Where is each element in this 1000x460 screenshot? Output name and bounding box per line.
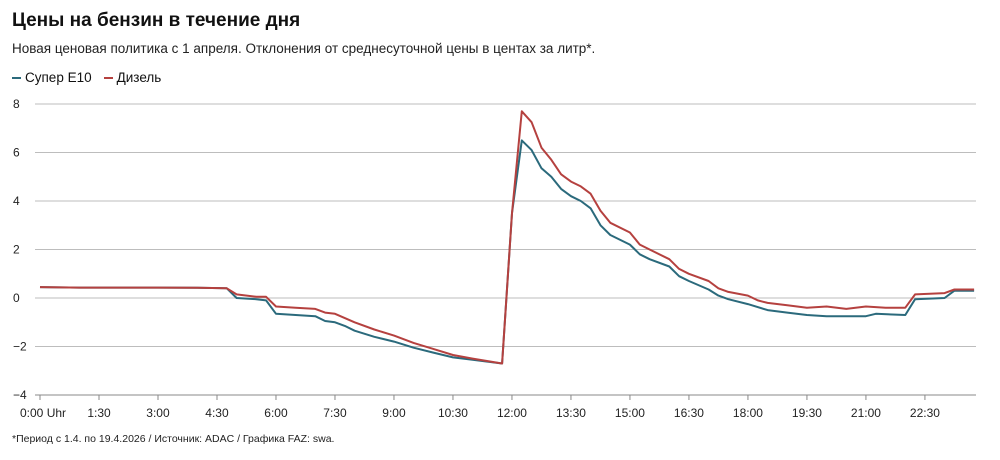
x-tick-label: 21:00 <box>851 406 881 420</box>
legend-label: Супер E10 <box>25 70 92 85</box>
x-tick-label: 0:00 Uhr <box>20 406 66 420</box>
y-tick-label: 4 <box>13 194 20 208</box>
x-tick-label: 16:30 <box>674 406 704 420</box>
x-tick-label: 6:00 <box>264 406 288 420</box>
series-line-diesel <box>39 110 975 365</box>
chart-subtitle: Новая ценовая политика с 1 апреля. Откло… <box>12 41 596 56</box>
y-tick-label: −4 <box>13 388 27 402</box>
legend-item-super: Супер E10 <box>12 70 92 85</box>
x-tick-label: 9:00 <box>382 406 406 420</box>
y-tick-label: −2 <box>13 340 27 354</box>
legend: Супер E10 Дизель <box>12 70 161 85</box>
y-tick-label: 0 <box>13 291 20 305</box>
chart-footer: *Период с 1.4. по 19.4.2026 / Источник: … <box>12 433 335 445</box>
y-tick-label: 2 <box>13 243 20 257</box>
legend-item-diesel: Дизель <box>103 70 162 85</box>
legend-swatch <box>12 77 21 80</box>
x-tick-label: 12:00 <box>497 406 527 420</box>
x-tick-label: 1:30 <box>87 406 111 420</box>
x-tick-label: 19:30 <box>792 406 822 420</box>
y-tick-label: 6 <box>13 146 20 160</box>
x-tick-label: 18:00 <box>733 406 763 420</box>
chart-title: Цены на бензин в течение дня <box>12 10 301 31</box>
x-tick-label: 13:30 <box>556 406 586 420</box>
series-line-super-e10 <box>39 139 975 365</box>
x-tick-label: 7:30 <box>323 406 347 420</box>
y-tick-label: 8 <box>13 97 20 111</box>
legend-label: Дизель <box>116 70 162 85</box>
x-tick-label: 22:30 <box>910 406 940 420</box>
x-tick-label: 3:00 <box>146 406 170 420</box>
legend-swatch <box>103 77 113 80</box>
x-tick-label: 15:00 <box>615 406 645 420</box>
x-tick-label: 10:30 <box>438 406 468 420</box>
x-tick-label: 4:30 <box>205 406 229 420</box>
